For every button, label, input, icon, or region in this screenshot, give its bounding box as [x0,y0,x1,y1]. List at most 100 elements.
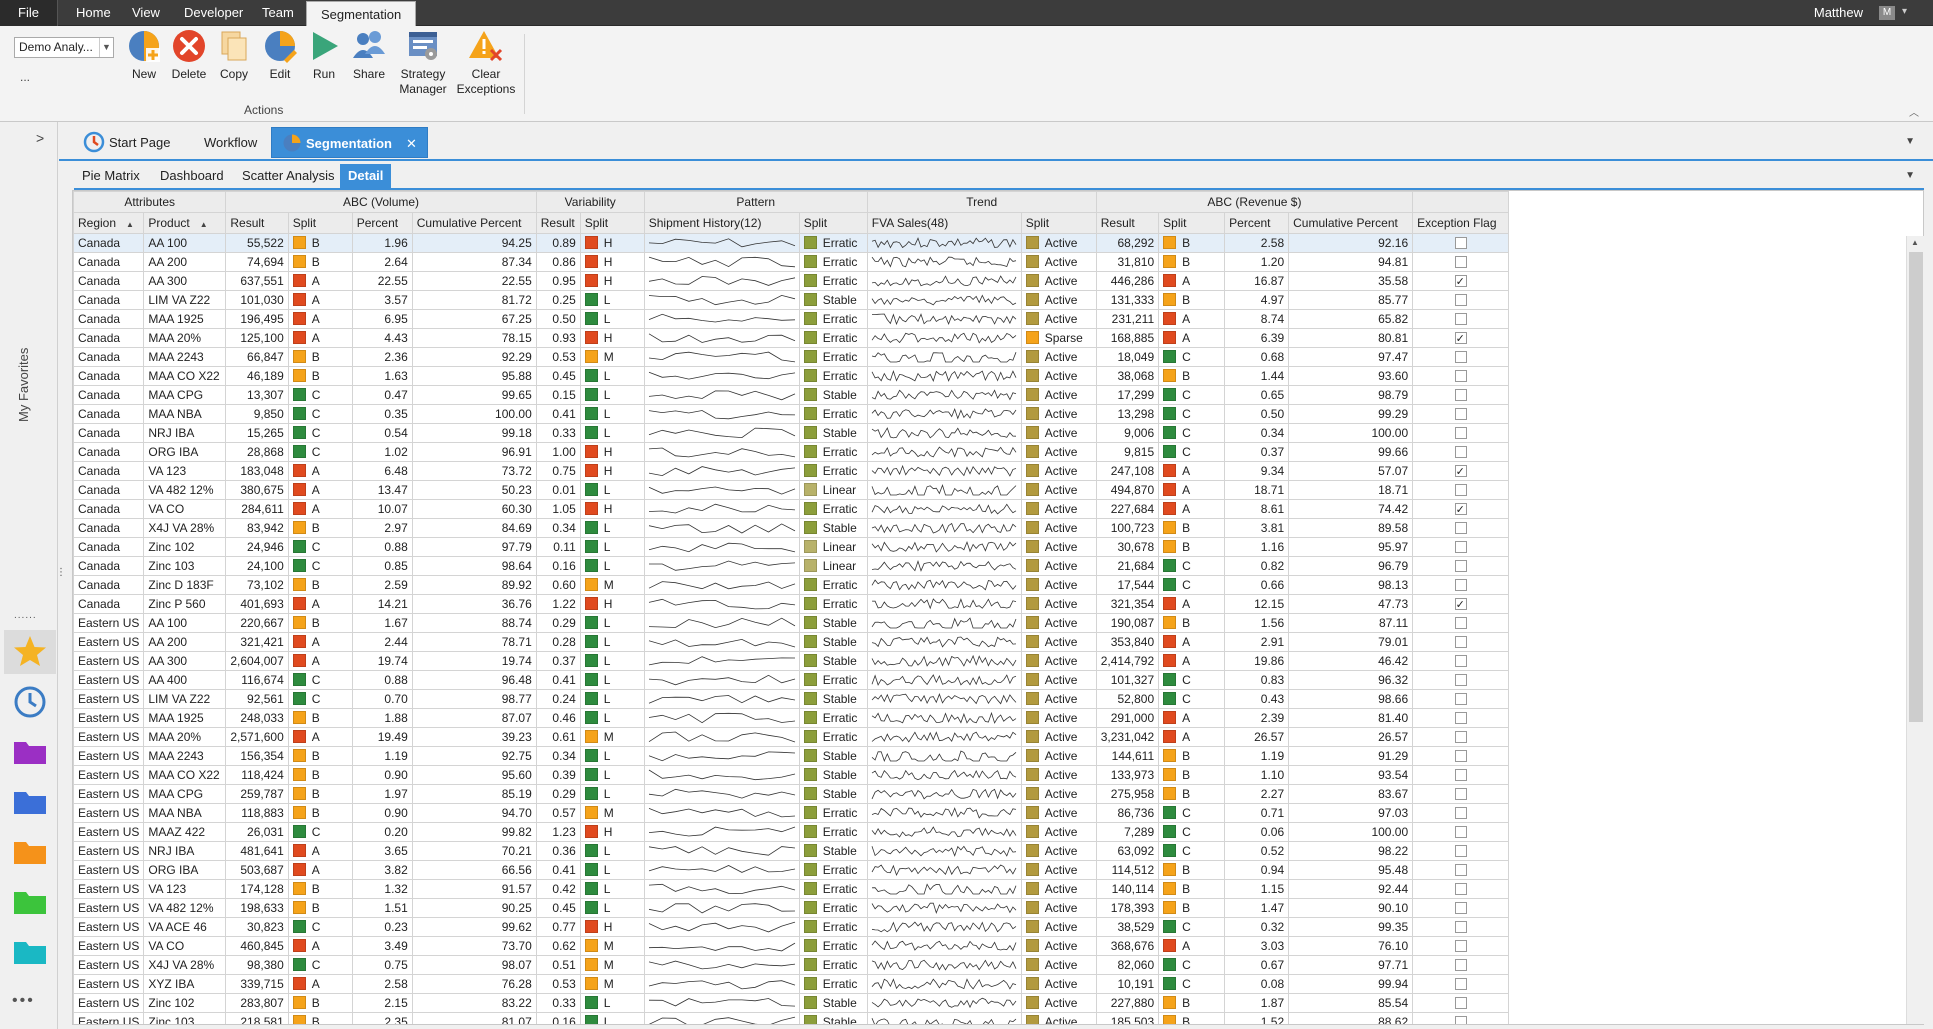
menu-segmentation[interactable]: Segmentation [306,1,417,27]
col-region[interactable]: Region ▲ [73,212,145,234]
ribbon-more[interactable]: ... [20,70,31,84]
rail-drag-handle[interactable]: ⋮ [56,567,66,578]
close-icon[interactable]: ✕ [405,136,417,151]
exception-checkbox[interactable] [1454,636,1467,648]
exception-checkbox[interactable] [1454,560,1467,572]
table-row[interactable]: Canada AA 100 55,522 B 1.96 94.25 0.89 H Erratic… [73,233,1510,253]
table-row[interactable]: Eastern US VA 123 174,128 B 1.32 91.57 0.42 L Er… [73,879,1510,899]
exception-checkbox[interactable] [1454,655,1467,667]
col-shipment-history[interactable]: Shipment History(12) [643,212,800,234]
col-fva-sales[interactable]: FVA Sales(48) [866,212,1022,234]
chevron-down-icon[interactable]: ▼ [99,38,113,57]
new-button[interactable]: New [126,28,162,82]
table-row[interactable]: Eastern US X4J VA 28% 98,380 C 0.75 98.07 0.51… [73,955,1510,975]
orange-folder-icon[interactable] [10,832,50,872]
col-variability-result[interactable]: Result [535,212,581,234]
table-row[interactable]: Canada VA 123 183,048 A 6.48 73.72 0.75 H Errati… [73,461,1510,481]
col-revenue-split[interactable]: Split [1158,212,1226,234]
table-row[interactable]: Canada MAA CPG 13,307 C 0.47 99.65 0.15 L Stable… [73,385,1510,405]
table-row[interactable]: Canada MAA NBA 9,850 C 0.35 100.00 0.41 L Errati… [73,404,1510,424]
table-row[interactable]: Canada MAA 1925 196,495 A 6.95 67.25 0.50 L Erra… [73,309,1510,329]
exception-checkbox[interactable] [1454,864,1467,876]
exception-checkbox[interactable] [1454,484,1467,496]
exception-checkbox[interactable] [1454,522,1467,534]
exception-checkbox[interactable] [1454,237,1467,249]
clear-exceptions-button[interactable]: Clear Exceptions [456,28,516,97]
col-product[interactable]: Product ▲ [143,212,227,234]
exception-checkbox[interactable] [1454,978,1467,990]
tab-segmentation[interactable]: Segmentation ✕ [271,127,428,158]
table-row[interactable]: Eastern US VA 482 12% 198,633 B 1.51 90.25 0.4… [73,898,1510,918]
exception-checkbox[interactable] [1454,674,1467,686]
share-button[interactable]: Share [350,28,388,82]
table-row[interactable]: Eastern US VA ACE 46 30,823 C 0.23 99.62 0.77 H… [73,917,1510,937]
exception-checkbox[interactable] [1454,883,1467,895]
menu-team[interactable]: Team [262,5,294,20]
table-row[interactable]: Eastern US LIM VA Z22 92,561 C 0.70 98.77 0.24… [73,689,1510,709]
table-row[interactable]: Canada LIM VA Z22 101,030 A 3.57 81.72 0.25 L St… [73,290,1510,310]
exception-checkbox[interactable] [1454,845,1467,857]
copy-button[interactable]: Copy [216,28,252,82]
exception-checkbox[interactable] [1454,731,1467,743]
exception-checkbox[interactable] [1454,788,1467,800]
exception-checkbox[interactable] [1454,351,1467,363]
teal-folder-icon[interactable] [10,932,50,972]
table-row[interactable]: Canada X4J VA 28% 83,942 B 2.97 84.69 0.34 L Sta… [73,518,1510,538]
col-volume-split[interactable]: Split [287,212,353,234]
exception-checkbox[interactable] [1454,693,1467,705]
table-row[interactable]: Eastern US AA 200 321,421 A 2.44 78.71 0.28 L St… [73,632,1510,652]
table-row[interactable]: Eastern US AA 100 220,667 B 1.67 88.74 0.29 L St… [73,613,1510,633]
exception-checkbox[interactable] [1454,617,1467,629]
exception-checkbox[interactable] [1454,921,1467,933]
exception-checkbox[interactable] [1454,313,1467,325]
table-row[interactable]: Eastern US NRJ IBA 481,641 A 3.65 70.21 0.36 L S… [73,841,1510,861]
table-row[interactable]: Canada Zinc D 183F 73,102 B 2.59 89.92 0.60 M Er… [73,575,1510,595]
analysis-select[interactable]: Demo Analy... ▼ [14,37,114,58]
exception-checkbox[interactable] [1454,769,1467,781]
table-row[interactable]: Canada Zinc 102 24,946 C 0.88 97.79 0.11 L Linea… [73,537,1510,557]
purple-folder-icon[interactable] [10,732,50,772]
table-row[interactable]: Eastern US MAA NBA 118,883 B 0.90 94.70 0.57 M E… [73,803,1510,823]
table-row[interactable]: Eastern US MAAZ 422 26,031 C 0.20 99.82 1.23 H E… [73,822,1510,842]
view-tabs-dropdown-icon[interactable]: ▼ [1905,170,1915,181]
scrollbar-thumb[interactable] [1909,252,1923,722]
exception-checkbox[interactable] [1454,408,1467,420]
table-row[interactable]: Eastern US Zinc 103 218,581 B 2.35 81.07 0.16 L… [73,1012,1510,1024]
col-volume-result[interactable]: Result [225,212,289,234]
sort-ascending-icon[interactable]: ▲ [199,220,208,229]
table-row[interactable]: Canada NRJ IBA 15,265 C 0.54 99.18 0.33 L Stable… [73,423,1510,443]
exception-checkbox[interactable] [1454,541,1467,553]
table-row[interactable]: Eastern US VA CO 460,845 A 3.49 73.70 0.62 M Err… [73,936,1510,956]
exception-checkbox[interactable] [1454,959,1467,971]
col-volume-percent[interactable]: Percent [351,212,413,234]
user-avatar[interactable]: M [1879,6,1895,20]
table-row[interactable]: Eastern US MAA 20% 2,571,600 A 19.49 39.23 0.6… [73,727,1510,747]
scroll-up-icon[interactable]: ▲ [1911,238,1919,247]
col-trend-split[interactable]: Split [1020,212,1097,234]
exception-checkbox[interactable] [1454,997,1467,1009]
star-icon[interactable] [4,630,56,674]
exception-checkbox[interactable] [1454,1016,1467,1024]
exception-checkbox[interactable] [1454,501,1467,518]
tab-detail[interactable]: Detail [340,164,392,188]
clock-icon[interactable] [10,682,50,722]
edit-button[interactable]: Edit [262,28,298,82]
exception-checkbox[interactable] [1454,389,1467,401]
exception-checkbox[interactable] [1454,294,1467,306]
vertical-scrollbar[interactable]: ▲ [1906,236,1924,1024]
sort-ascending-icon[interactable]: ▲ [126,220,134,229]
table-row[interactable]: Eastern US Zinc 102 283,807 B 2.15 83.22 0.33 L… [73,993,1510,1013]
exception-checkbox[interactable] [1454,446,1467,458]
table-row[interactable]: Canada MAA CO X22 46,189 B 1.63 95.88 0.45 L Err… [73,366,1510,386]
run-button[interactable]: Run [306,28,342,82]
table-row[interactable]: Canada VA CO 284,611 A 10.07 60.30 1.05 H Errati… [73,499,1510,519]
exception-checkbox[interactable] [1454,370,1467,382]
exception-checkbox[interactable] [1454,596,1467,613]
table-row[interactable]: Canada VA 482 12% 380,675 A 13.47 50.23 0.01 L L… [73,480,1510,500]
exception-checkbox[interactable] [1454,750,1467,762]
exception-checkbox[interactable] [1454,826,1467,838]
my-favorites-label[interactable]: My Favorites [16,347,31,422]
blue-folder-icon[interactable] [10,782,50,822]
table-row[interactable]: Eastern US MAA 2243 156,354 B 1.19 92.75 0.34 L… [73,746,1510,766]
col-exception-flag[interactable]: Exception Flag [1412,212,1510,234]
